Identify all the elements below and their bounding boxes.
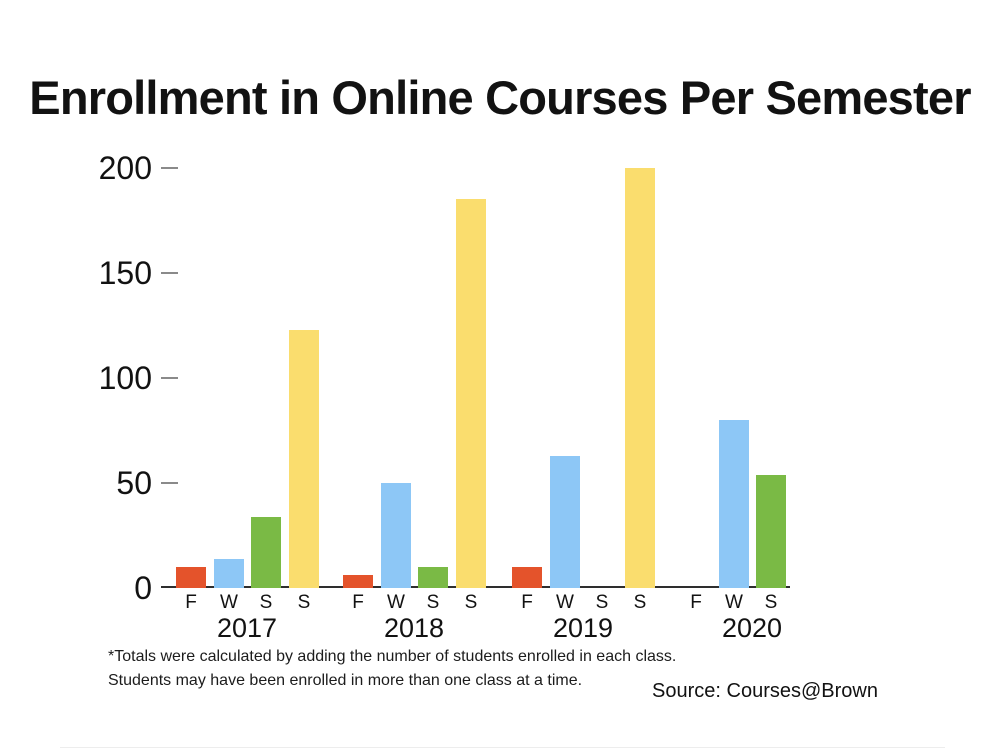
year-label-2019: 2019 [552,613,614,643]
semester-letter-2019-winter: W [556,592,574,613]
bar-2018-spring [418,567,448,588]
bar-2020-winter [719,420,749,588]
semester-letter-2019-spring: S [595,592,609,613]
semester-letter-2017-spring: S [259,592,273,613]
bar-2019-fall [512,567,542,588]
y-tick-dash-150 [161,272,178,274]
footnote-line-2: Students may have been enrolled in more … [108,672,583,689]
bar-2019-summer [625,168,655,588]
semester-letter-2018-fall: F [352,592,364,613]
year-label-2020: 2020 [721,613,783,643]
footnote-line-1: *Totals were calculated by adding the nu… [108,648,677,665]
bar-2017-fall [176,567,206,588]
bar-2017-summer [289,330,319,588]
source-label: Source: Courses@Brown [652,680,878,702]
y-tick-dash-100 [161,377,178,379]
semester-letter-2017-fall: F [185,592,197,613]
y-tick-label-0: 0 [134,570,152,606]
semester-letter-2020-fall: F [690,592,702,613]
footnote: *Totals were calculated by adding the nu… [108,645,676,693]
y-tick-label-200: 200 [98,150,152,186]
bottom-divider [60,747,945,748]
bar-2020-spring [756,475,786,588]
semester-letter-2017-winter: W [220,592,238,613]
y-tick-label-150: 150 [98,255,152,291]
y-tick-dash-50 [161,482,178,484]
bar-2018-fall [343,575,373,588]
semester-letter-2020-spring: S [764,592,778,613]
semester-letter-2018-spring: S [426,592,440,613]
bar-2019-winter [550,456,580,588]
semester-letter-2019-summer: S [633,592,647,613]
semester-letter-2020-winter: W [725,592,743,613]
y-tick-dash-200 [161,167,178,169]
bar-2018-winter [381,483,411,588]
y-tick-label-50: 50 [116,465,152,501]
bar-2018-summer [456,199,486,588]
semester-letter-2017-summer: S [297,592,311,613]
bar-2017-winter [214,559,244,588]
semester-letter-2018-summer: S [464,592,478,613]
chart-title: Enrollment in Online Courses Per Semeste… [29,71,971,124]
semester-letter-2019-fall: F [521,592,533,613]
year-label-2017: 2017 [216,613,278,643]
year-label-2018: 2018 [383,613,445,643]
bar-2017-spring [251,517,281,588]
y-tick-label-100: 100 [98,360,152,396]
semester-letter-2018-winter: W [387,592,405,613]
